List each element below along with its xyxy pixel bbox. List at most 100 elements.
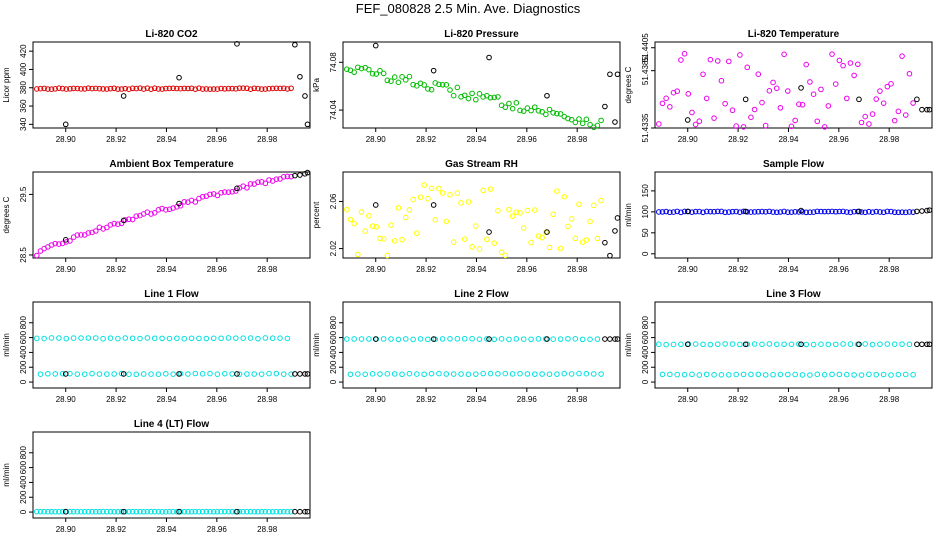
plot-frame	[342, 41, 621, 129]
data-point	[210, 508, 217, 515]
data-point	[700, 209, 706, 216]
data-point	[56, 335, 62, 341]
panel-1: Li-820 Pressure 28.90 28.92 28.94 28.96 28.98…	[312, 29, 621, 144]
data-point	[655, 341, 662, 348]
data-point	[273, 508, 280, 515]
data-point	[792, 209, 798, 215]
x-tick-label: 28.94	[156, 525, 177, 534]
data-point	[729, 107, 736, 114]
data-point	[56, 241, 62, 247]
data-point	[255, 508, 261, 515]
data-point	[351, 336, 357, 342]
data-point	[840, 341, 846, 347]
data-point	[414, 230, 420, 236]
data-point	[502, 370, 509, 377]
flagged-point	[612, 336, 618, 342]
data-point	[484, 336, 490, 342]
data-point	[229, 189, 235, 195]
data-point	[818, 341, 824, 347]
data-point	[140, 371, 147, 377]
data-point	[388, 336, 394, 342]
flagged-point	[62, 121, 69, 128]
data-point	[550, 336, 556, 343]
data-point	[888, 208, 894, 215]
data-point	[92, 85, 99, 92]
data-point	[373, 71, 380, 77]
panel-2: Li-820 Temperature 28.90 28.92 28.94 28.96 28…	[624, 29, 933, 144]
data-point	[402, 336, 409, 342]
data-point	[347, 216, 354, 223]
data-point	[351, 69, 357, 76]
x-tick-label: 28.92	[728, 265, 749, 274]
data-point	[762, 122, 769, 129]
flagged-point	[302, 93, 308, 99]
flagged-point	[742, 208, 749, 215]
data-point	[781, 341, 787, 348]
data-point	[480, 370, 486, 377]
data-point	[681, 371, 688, 378]
data-point	[840, 62, 846, 69]
data-point	[472, 96, 479, 103]
data-point	[465, 199, 472, 205]
x-tick-label: 28.90	[678, 135, 699, 144]
data-point	[118, 370, 125, 377]
x-tick-label: 28.90	[56, 395, 77, 404]
data-point	[89, 370, 95, 377]
data-point	[487, 370, 494, 377]
data-point	[225, 189, 232, 195]
flagged-point	[919, 106, 925, 113]
flagged-point	[176, 371, 182, 377]
data-point	[495, 94, 501, 100]
data-point	[810, 209, 817, 215]
data-point	[144, 335, 151, 341]
data-point	[810, 341, 817, 348]
plot-frame	[32, 301, 311, 389]
data-point	[48, 508, 55, 515]
data-point	[722, 341, 728, 347]
data-point	[568, 371, 575, 377]
data-point	[524, 371, 531, 377]
data-point	[203, 86, 210, 92]
data-point	[910, 209, 916, 215]
data-point	[70, 508, 77, 515]
plot-frame	[32, 171, 311, 259]
data-point	[899, 53, 905, 59]
y-tick-label: 340	[19, 117, 28, 131]
data-point	[454, 190, 461, 196]
data-point	[410, 81, 416, 88]
data-point	[674, 208, 681, 215]
data-point	[162, 370, 169, 377]
data-point	[92, 335, 99, 341]
data-point	[70, 85, 77, 92]
flagged-point	[856, 208, 862, 215]
flagged-point	[544, 336, 550, 342]
data-point	[825, 103, 832, 109]
data-point	[425, 336, 431, 343]
data-point	[773, 209, 780, 216]
data-point	[207, 508, 213, 515]
data-point	[233, 335, 239, 341]
data-point	[85, 335, 92, 341]
flagged-point	[292, 172, 298, 179]
data-point	[406, 73, 413, 80]
x-tick-label: 28.92	[106, 135, 127, 144]
data-point	[847, 341, 854, 347]
data-point	[469, 335, 475, 342]
data-point	[67, 86, 73, 92]
data-point	[659, 209, 666, 215]
data-point	[417, 336, 424, 342]
data-point	[902, 112, 909, 118]
x-tick-label: 28.94	[466, 395, 487, 404]
data-point	[425, 86, 431, 92]
data-point	[233, 86, 239, 92]
data-point	[199, 193, 206, 200]
data-point	[718, 371, 725, 378]
y-tick-label: 400	[19, 62, 28, 76]
data-point	[89, 508, 95, 515]
data-point	[81, 508, 88, 515]
flagged-point	[602, 103, 608, 110]
data-point	[659, 371, 666, 378]
data-point	[395, 336, 402, 343]
data-point	[557, 245, 564, 252]
x-tick-label: 28.94	[778, 265, 799, 274]
